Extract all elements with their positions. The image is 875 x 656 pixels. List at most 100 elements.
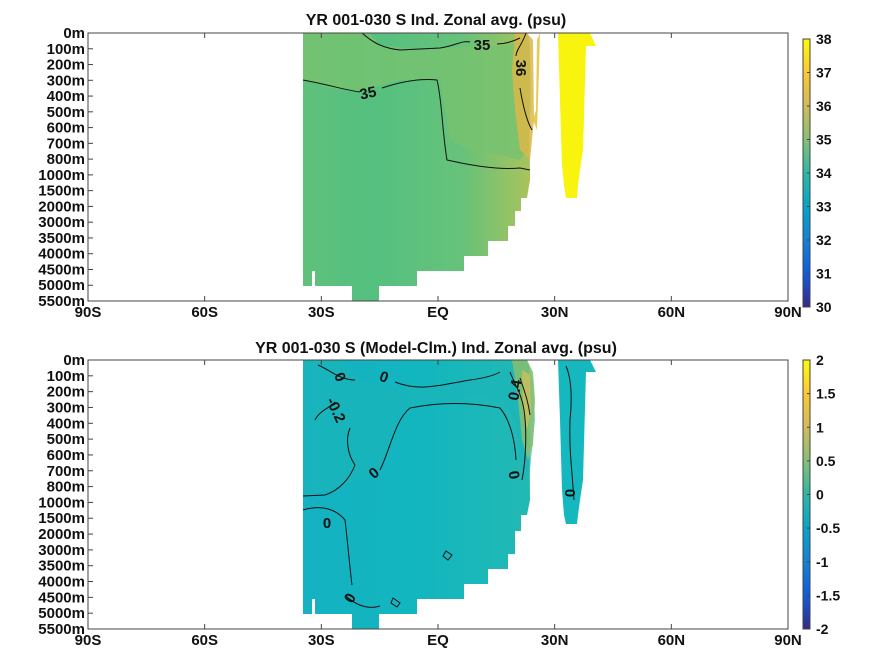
data-field: 0 0 -0.2 0 0 0 0 0 0.4 <box>302 360 596 629</box>
colorbar-ticks: 38 37 36 35 34 33 32 31 30 <box>807 31 832 315</box>
y-tick-label: 4500m <box>38 589 85 606</box>
contour-36 <box>515 32 533 131</box>
colorbar-tick-label: 35 <box>816 132 832 148</box>
y-tick-label: 4500m <box>38 261 85 278</box>
y-tick-label: 5500m <box>38 293 85 310</box>
y-tick-label: 500m <box>47 104 85 121</box>
colorbar-tick-label: 32 <box>816 232 832 248</box>
colorbar-tick-label: -2 <box>816 621 829 637</box>
positive-anomaly-zone <box>303 360 535 495</box>
chart-title: YR 001-030 S (Model-Clm.) Ind. Zonal avg… <box>255 340 617 357</box>
y-tick-label: 100m <box>47 41 85 58</box>
x-axis: 90S 60S 30S EQ 30N 60N 90N <box>75 360 802 649</box>
contour-label: 35 <box>358 83 378 103</box>
contour-35-upper <box>361 32 521 51</box>
y-tick-label: 800m <box>47 479 85 496</box>
data-field: 35 35 36 <box>302 32 596 301</box>
red-sea-band <box>512 33 534 160</box>
y-axis: 0m100m200m300m400m500m600m700m800m1000m1… <box>38 352 93 638</box>
contour-0-d <box>302 507 381 608</box>
y-tick-label: 700m <box>47 135 85 152</box>
contour-label: 35 <box>474 37 491 54</box>
contour-0-c <box>379 403 517 471</box>
colorbar-tick-label: -0.5 <box>816 520 840 536</box>
x-tick-label: EQ <box>427 304 449 321</box>
y-tick-label: 100m <box>47 368 85 385</box>
x-tick-label: 60N <box>658 632 686 649</box>
y-tick-label: 3500m <box>38 558 85 575</box>
x-tick-label: 90S <box>75 304 102 321</box>
y-tick-label: 3000m <box>38 542 85 559</box>
colorbar-tick-label: -1 <box>816 554 829 570</box>
colorbar-tick-label: 33 <box>816 199 832 215</box>
colorbar-tick-label: 1 <box>816 419 824 435</box>
y-tick-label: 600m <box>47 447 85 464</box>
y-tick-label: 700m <box>47 463 85 480</box>
x-tick-label: 60N <box>658 304 686 321</box>
colorbar-tick-label: 30 <box>816 299 832 315</box>
chart-title: YR 001-030 S Ind. Zonal avg. (psu) <box>306 12 567 29</box>
y-tick-label: 5000m <box>38 605 85 622</box>
colorbar-tick-label: 0 <box>816 487 824 503</box>
y-tick-label: 0m <box>63 25 85 42</box>
y-tick-label: 200m <box>47 384 85 401</box>
colorbar-tick-label: 31 <box>816 266 832 282</box>
y-tick-label: 0m <box>63 352 85 369</box>
gulf-anomaly-column <box>558 360 596 524</box>
contour-label: 0 <box>323 515 331 532</box>
contour-0-e <box>509 371 531 481</box>
contour-0-b <box>302 401 356 497</box>
colorbar: 38 37 36 35 34 33 32 31 30 <box>802 31 832 315</box>
y-tick-label: 5000m <box>38 277 85 294</box>
y-tick-label: 2000m <box>38 198 85 215</box>
x-tick-label: 30N <box>541 632 569 649</box>
chart-panel-1: YR 001-030 S Ind. Zonal avg. (psu) 35 35… <box>38 12 832 321</box>
x-tick-label: 30S <box>308 304 335 321</box>
colorbar-tick-label: 34 <box>816 165 832 181</box>
colorbar-tick-label: 0.5 <box>816 453 836 469</box>
contour-0-f <box>390 365 575 608</box>
contour-0-a <box>317 364 501 388</box>
x-tick-label: EQ <box>427 632 449 649</box>
colorbar-ticks: 2 1.5 1 0.5 0 -0.5 -1 -1.5 -2 <box>807 352 840 637</box>
contour-label: 0.4 <box>505 378 525 402</box>
contour-label: 0 <box>561 489 578 497</box>
colorbar-tick-label: 2 <box>816 352 824 368</box>
chart-panel-2: YR 001-030 S (Model-Clm.) Ind. Zonal avg… <box>38 340 840 649</box>
y-tick-label: 1500m <box>38 183 85 200</box>
x-tick-label: 90N <box>774 632 802 649</box>
y-tick-label: 3500m <box>38 230 85 247</box>
colorbar-tick-label: 38 <box>816 31 832 47</box>
y-tick-label: 300m <box>47 399 85 416</box>
contour-label: 0 <box>504 470 522 481</box>
y-tick-label: 1000m <box>38 494 85 511</box>
y-tick-label: 2000m <box>38 526 85 543</box>
contour-35-lower <box>302 79 531 171</box>
high-salinity-zone <box>303 33 531 160</box>
colorbar-tick-label: -1.5 <box>816 587 840 603</box>
y-tick-label: 4000m <box>38 246 85 263</box>
x-tick-label: 60S <box>191 632 218 649</box>
y-tick-label: 1000m <box>38 167 85 184</box>
colorbar: 2 1.5 1 0.5 0 -0.5 -1 -1.5 -2 <box>802 352 840 637</box>
x-tick-label: 90S <box>75 632 102 649</box>
y-tick-label: 4000m <box>38 574 85 591</box>
y-tick-label: 300m <box>47 72 85 89</box>
y-tick-label: 400m <box>47 415 85 432</box>
y-tick-label: 3000m <box>38 214 85 231</box>
persian-gulf-column <box>558 33 596 198</box>
y-tick-label: 600m <box>47 120 85 137</box>
x-tick-label: 60S <box>191 304 218 321</box>
x-tick-label: 30S <box>308 632 335 649</box>
x-tick-label: 30N <box>541 304 569 321</box>
y-tick-label: 500m <box>47 431 85 448</box>
y-tick-label: 400m <box>47 88 85 105</box>
x-tick-label: 90N <box>774 304 802 321</box>
y-tick-label: 5500m <box>38 621 85 638</box>
contour-label: 36 <box>512 60 529 77</box>
colorbar-tick-label: 37 <box>816 65 832 81</box>
gulf-column <box>533 33 540 130</box>
colorbar-tick-label: 36 <box>816 98 832 114</box>
y-tick-label: 800m <box>47 151 85 168</box>
